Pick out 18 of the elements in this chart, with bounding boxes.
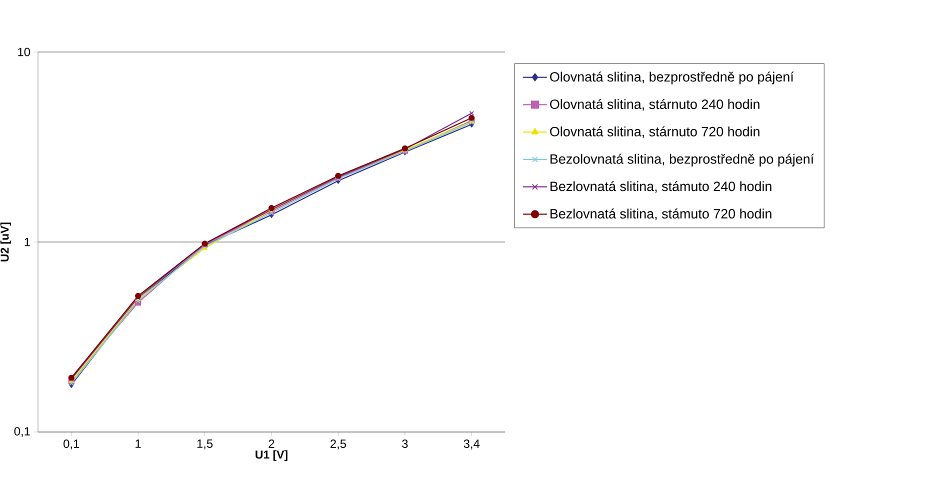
x-tick-label: 3	[402, 440, 408, 448]
legend-label: Bezolovnatá slitina, bezprostředně po pájení	[550, 154, 814, 166]
x-tick-label: 0,1	[64, 440, 80, 450]
x-tick-label: 1,5	[197, 440, 213, 450]
legend-label: Olovnatá slitina, stárnuto 720 hodin	[550, 126, 760, 138]
x-tick-label: 2	[268, 440, 274, 448]
y-axis-title: U2 [uV]	[0, 222, 12, 262]
legend-label: Olovnatá slitina, bezprostředně po pájení	[550, 72, 794, 84]
legend-label: Olovnatá slitina, stárnuto 240 hodin	[550, 98, 760, 111]
y-tick-label: 10	[18, 48, 30, 56]
y-tick-label: 0,1	[14, 427, 30, 437]
x-axis-title: U1 [V]	[256, 450, 288, 461]
legend-label: Bezlovnatá slitina, stámuto 240 hodin	[550, 181, 772, 193]
legend-label: Bezlovnatá slitina, stámuto 720 hodin	[550, 208, 772, 220]
y-tick-label: 1	[24, 238, 30, 246]
x-tick-label: 3,4	[464, 440, 480, 450]
x-tick-label: 2,5	[330, 440, 346, 450]
x-tick-label: 1	[136, 440, 141, 448]
